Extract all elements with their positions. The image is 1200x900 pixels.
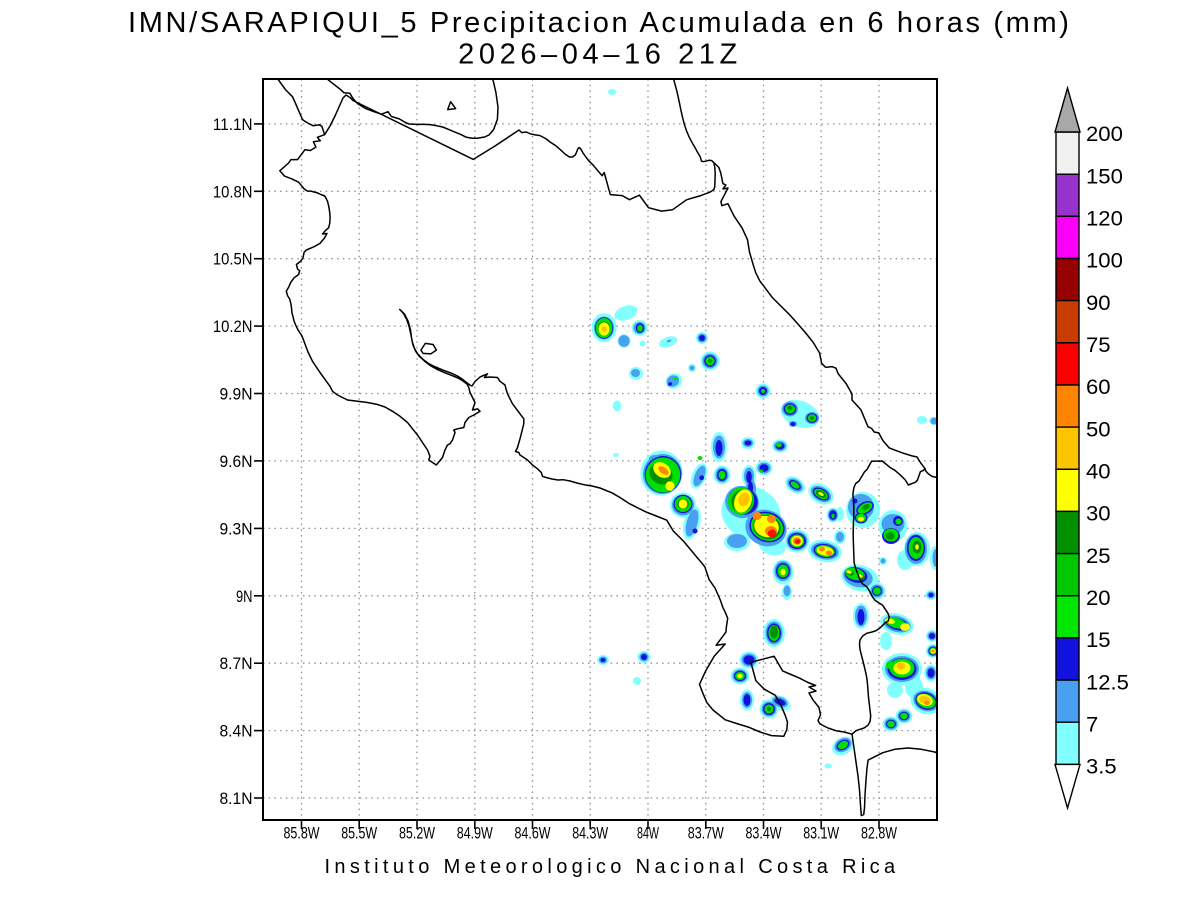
svg-text:9N: 9N xyxy=(236,588,253,606)
svg-text:84.3W: 84.3W xyxy=(572,825,608,843)
svg-text:30: 30 xyxy=(1086,503,1111,526)
svg-text:10.8N: 10.8N xyxy=(213,183,253,201)
svg-text:84.6W: 84.6W xyxy=(515,825,551,843)
svg-text:85.5W: 85.5W xyxy=(341,825,377,843)
svg-text:100: 100 xyxy=(1086,250,1123,273)
svg-text:9.9N: 9.9N xyxy=(220,386,253,404)
svg-text:90: 90 xyxy=(1086,292,1111,315)
svg-text:85.2W: 85.2W xyxy=(399,825,435,843)
svg-text:15: 15 xyxy=(1086,629,1111,652)
svg-text:200: 200 xyxy=(1086,123,1123,146)
svg-text:Instituto Meteorologico Nacion: Instituto Meteorologico Nacional Costa R… xyxy=(324,856,899,878)
svg-text:82.8W: 82.8W xyxy=(861,825,897,843)
svg-text:2026–04–16 21Z: 2026–04–16 21Z xyxy=(458,39,742,71)
svg-text:150: 150 xyxy=(1086,165,1123,188)
svg-text:9.6N: 9.6N xyxy=(220,453,253,471)
svg-text:60: 60 xyxy=(1086,376,1111,399)
svg-text:11.1N: 11.1N xyxy=(213,116,253,134)
svg-text:7: 7 xyxy=(1086,713,1098,736)
svg-text:8.4N: 8.4N xyxy=(220,723,253,741)
svg-text:20: 20 xyxy=(1086,587,1111,610)
svg-text:IMN/SARAPIQUI_5 Precipitacion: IMN/SARAPIQUI_5 Precipitacion Acumulada … xyxy=(128,7,1072,39)
svg-text:84W: 84W xyxy=(637,825,659,843)
svg-text:25: 25 xyxy=(1086,545,1111,568)
svg-text:8.1N: 8.1N xyxy=(220,790,253,808)
svg-text:75: 75 xyxy=(1086,334,1111,357)
svg-text:84.9W: 84.9W xyxy=(457,825,493,843)
svg-text:50: 50 xyxy=(1086,418,1111,441)
svg-text:85.8W: 85.8W xyxy=(284,825,320,843)
svg-text:83.7W: 83.7W xyxy=(688,825,724,843)
svg-text:83.1W: 83.1W xyxy=(803,825,839,843)
svg-text:8.7N: 8.7N xyxy=(220,655,253,673)
svg-text:83.4W: 83.4W xyxy=(746,825,782,843)
svg-text:12.5: 12.5 xyxy=(1086,671,1129,694)
svg-text:120: 120 xyxy=(1086,208,1123,231)
svg-text:9.3N: 9.3N xyxy=(220,520,253,538)
svg-text:40: 40 xyxy=(1086,461,1111,484)
svg-text:10.2N: 10.2N xyxy=(213,318,253,336)
svg-text:10.5N: 10.5N xyxy=(213,251,253,269)
svg-text:3.5: 3.5 xyxy=(1086,756,1117,779)
